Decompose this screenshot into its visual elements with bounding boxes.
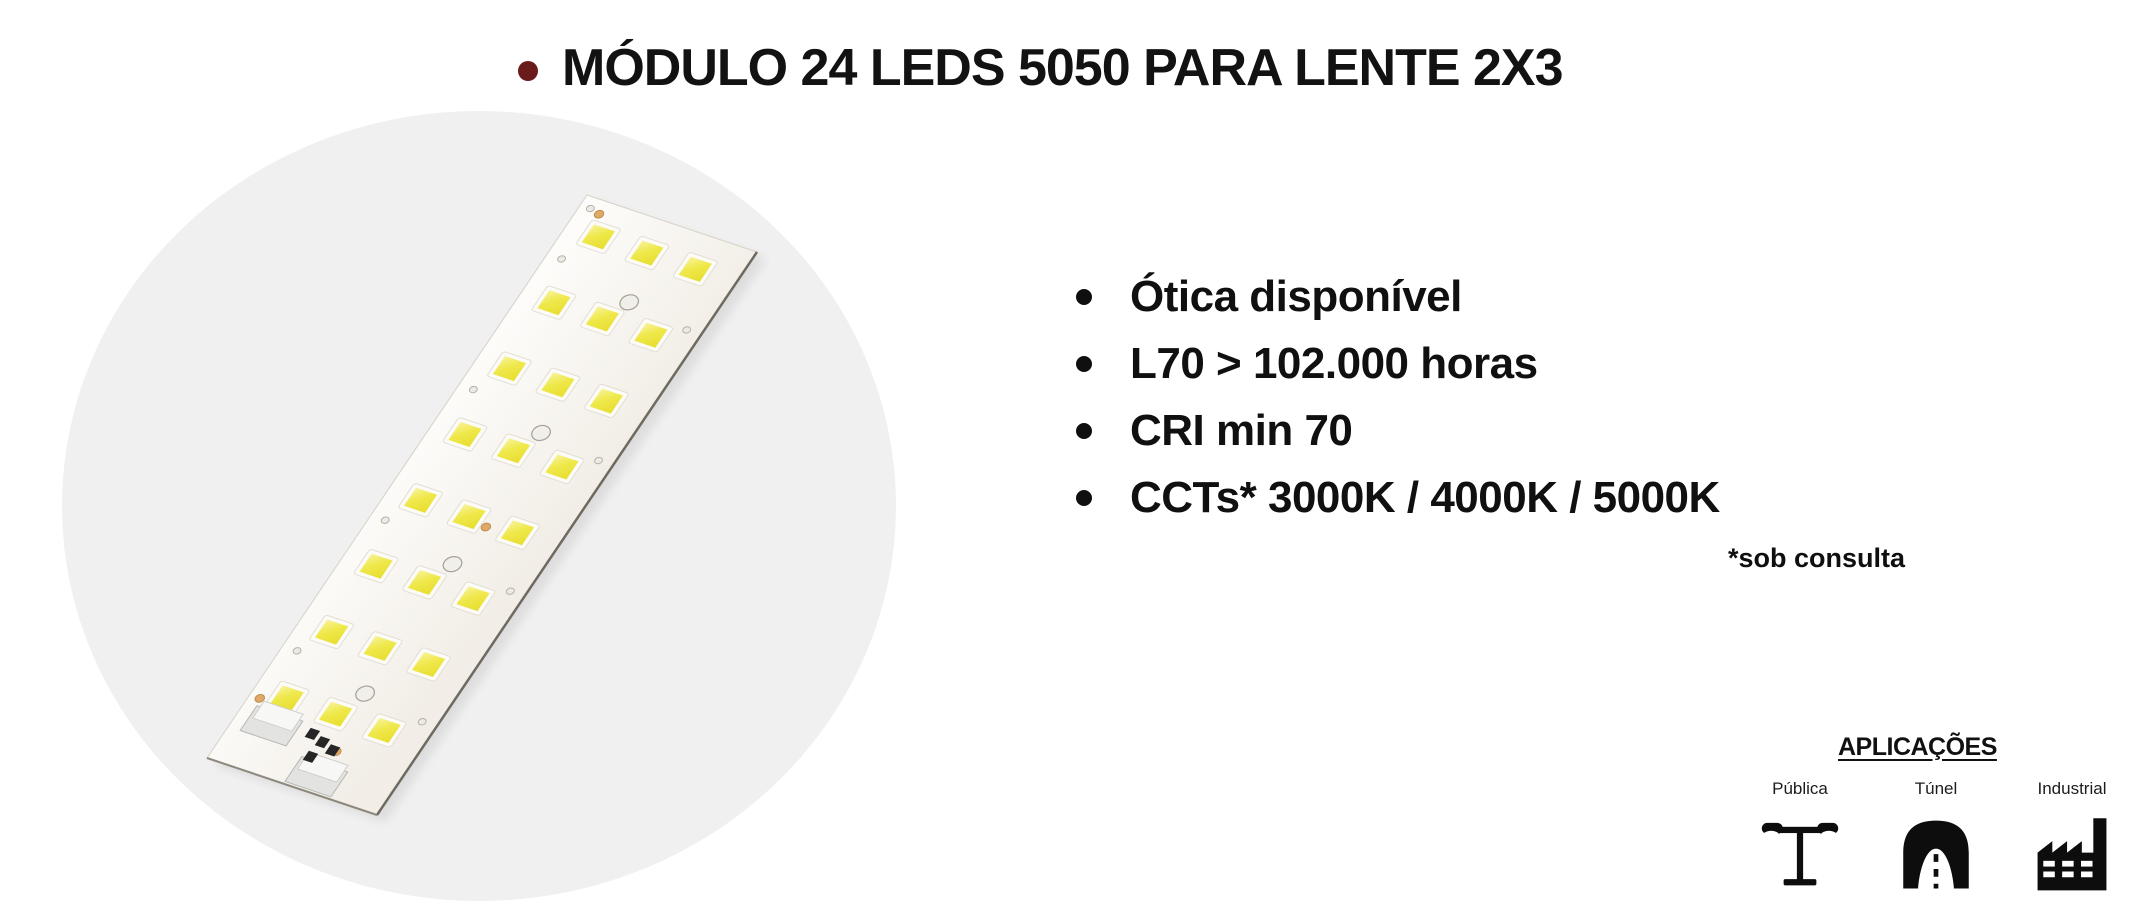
led-chip [541, 372, 575, 398]
application-label: Industrial [2037, 779, 2107, 798]
led-chip [545, 454, 579, 480]
bullet-icon [1076, 422, 1092, 439]
application-label: Túnel [1914, 779, 1958, 798]
page-title: MÓDULO 24 LEDS 5050 PARA LENTE 2X3 [562, 39, 1563, 97]
led-chip [270, 685, 304, 711]
led-chip [589, 388, 624, 414]
led-chip [359, 553, 393, 579]
mounting-hole [440, 554, 465, 573]
bullet-icon [1076, 489, 1092, 506]
smd-components [302, 727, 341, 763]
copper-fiducial [479, 522, 492, 532]
street-light-icon [1761, 822, 1839, 886]
led-chip [448, 421, 482, 447]
feature-text: Ótica disponível [1130, 271, 1462, 321]
led-chip [678, 256, 712, 282]
connector-1 [240, 700, 306, 746]
feature-text: CCTs* 3000K / 4000K / 5000K [1130, 472, 1720, 522]
application-industrial: Industrial [2017, 779, 2127, 896]
application-publica: Pública [1745, 779, 1855, 896]
led-chip [634, 322, 668, 348]
bullet-icon [1076, 355, 1092, 372]
led-chip [500, 520, 535, 546]
led-chip [403, 487, 438, 513]
led-chip [407, 569, 442, 595]
pcb-board [207, 195, 757, 815]
feature-list: Ótica disponível L70 > 102.000 horas CRI… [1076, 263, 1720, 531]
footnote: *sob consulta [1727, 543, 1905, 573]
screw-hole [585, 204, 596, 212]
feature-text: L70 > 102.000 horas [1130, 338, 1538, 388]
screw-hole [468, 385, 479, 393]
led-chip [496, 438, 531, 464]
screw-hole [380, 516, 391, 524]
feature-text: CRI min 70 [1130, 405, 1353, 455]
feature-item: L70 > 102.000 horas [1076, 330, 1720, 397]
led-chip [585, 306, 620, 332]
screw-hole [417, 718, 428, 726]
led-chip [537, 290, 571, 316]
mounting-hole [352, 684, 377, 703]
feature-item: CRI min 70 [1076, 397, 1720, 464]
bullet-icon [1076, 288, 1092, 305]
copper-fiducial [253, 693, 266, 703]
applications-heading: APLICAÇÕES [1838, 733, 1997, 761]
led-chip [492, 355, 527, 382]
led-chip [630, 240, 664, 266]
screw-hole [292, 647, 303, 655]
led-chip [319, 701, 353, 727]
factory-icon [2037, 818, 2107, 891]
led-chip [581, 224, 616, 250]
application-label: Pública [1772, 779, 1828, 798]
application-tunel: Túnel [1881, 779, 1991, 896]
screw-hole [505, 587, 516, 595]
led-chip [367, 717, 401, 743]
led-chip [456, 586, 490, 612]
led-chip [452, 503, 486, 530]
led-chip [411, 651, 446, 678]
led-chip [363, 635, 397, 661]
screw-hole [593, 456, 604, 464]
mounting-hole [528, 423, 553, 442]
title-bullet-icon [518, 61, 538, 81]
mounting-hole [616, 293, 641, 312]
tunnel-icon [1903, 820, 1969, 889]
screw-hole [556, 255, 567, 263]
copper-fiducial [593, 209, 606, 219]
led-chip [315, 619, 349, 645]
feature-item: CCTs* 3000K / 4000K / 5000K [1076, 464, 1720, 531]
led-module-product-image [0, 0, 950, 912]
screw-hole [681, 326, 692, 334]
title-row: MÓDULO 24 LEDS 5050 PARA LENTE 2X3 [518, 32, 1563, 98]
feature-item: Ótica disponível [1076, 263, 1720, 330]
